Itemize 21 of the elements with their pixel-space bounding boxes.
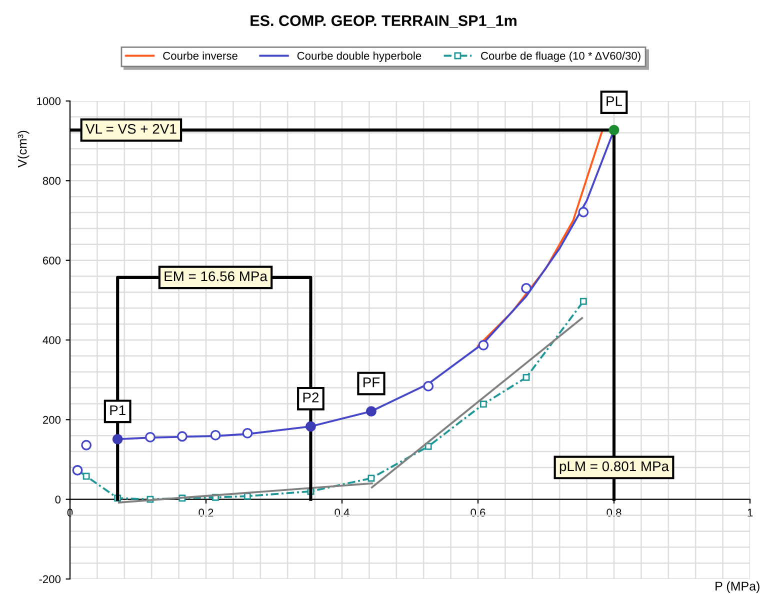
- y-axis-title: V(cm³): [18, 130, 30, 168]
- y-tick-label: 200: [42, 416, 61, 424]
- legend-label: Courbe inverse: [163, 52, 238, 60]
- annotation: PL: [606, 96, 622, 106]
- y-tick-label: 400: [42, 336, 61, 344]
- chart-title: ES. COMP. GEOP. TERRAIN_SP1_1m: [250, 15, 516, 28]
- annotation: P1: [110, 405, 126, 415]
- legend-label: Courbe double hyperbole: [297, 52, 422, 62]
- y-tick-label: 600: [43, 256, 61, 264]
- y-tick-label: 0: [55, 496, 61, 504]
- legend-label: Courbe de fluage (10 * ΔV60/30): [481, 52, 640, 62]
- annotation: pLM = 0.801 MPa: [560, 461, 670, 474]
- annotation: VL = VS + 2V1: [86, 124, 176, 134]
- x-tick-label: 1: [748, 508, 753, 516]
- annotation: PF: [364, 378, 380, 388]
- y-tick-label: -200: [39, 575, 61, 584]
- y-tick-label: 800: [42, 176, 61, 185]
- annotation: EM = 16.56 MPa: [164, 271, 268, 282]
- x-axis-title: P (MPa): [716, 581, 760, 594]
- y-tick-label: 1000: [37, 97, 61, 106]
- annotation: P2: [303, 392, 319, 402]
